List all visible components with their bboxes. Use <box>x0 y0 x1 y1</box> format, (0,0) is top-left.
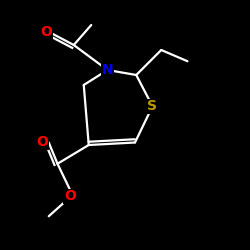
Text: N: N <box>102 63 113 77</box>
Text: O: O <box>40 26 52 40</box>
Text: O: O <box>36 136 48 149</box>
Text: S: S <box>148 99 158 113</box>
Text: N: N <box>102 63 113 77</box>
Text: O: O <box>64 189 76 203</box>
Text: S: S <box>148 99 158 113</box>
